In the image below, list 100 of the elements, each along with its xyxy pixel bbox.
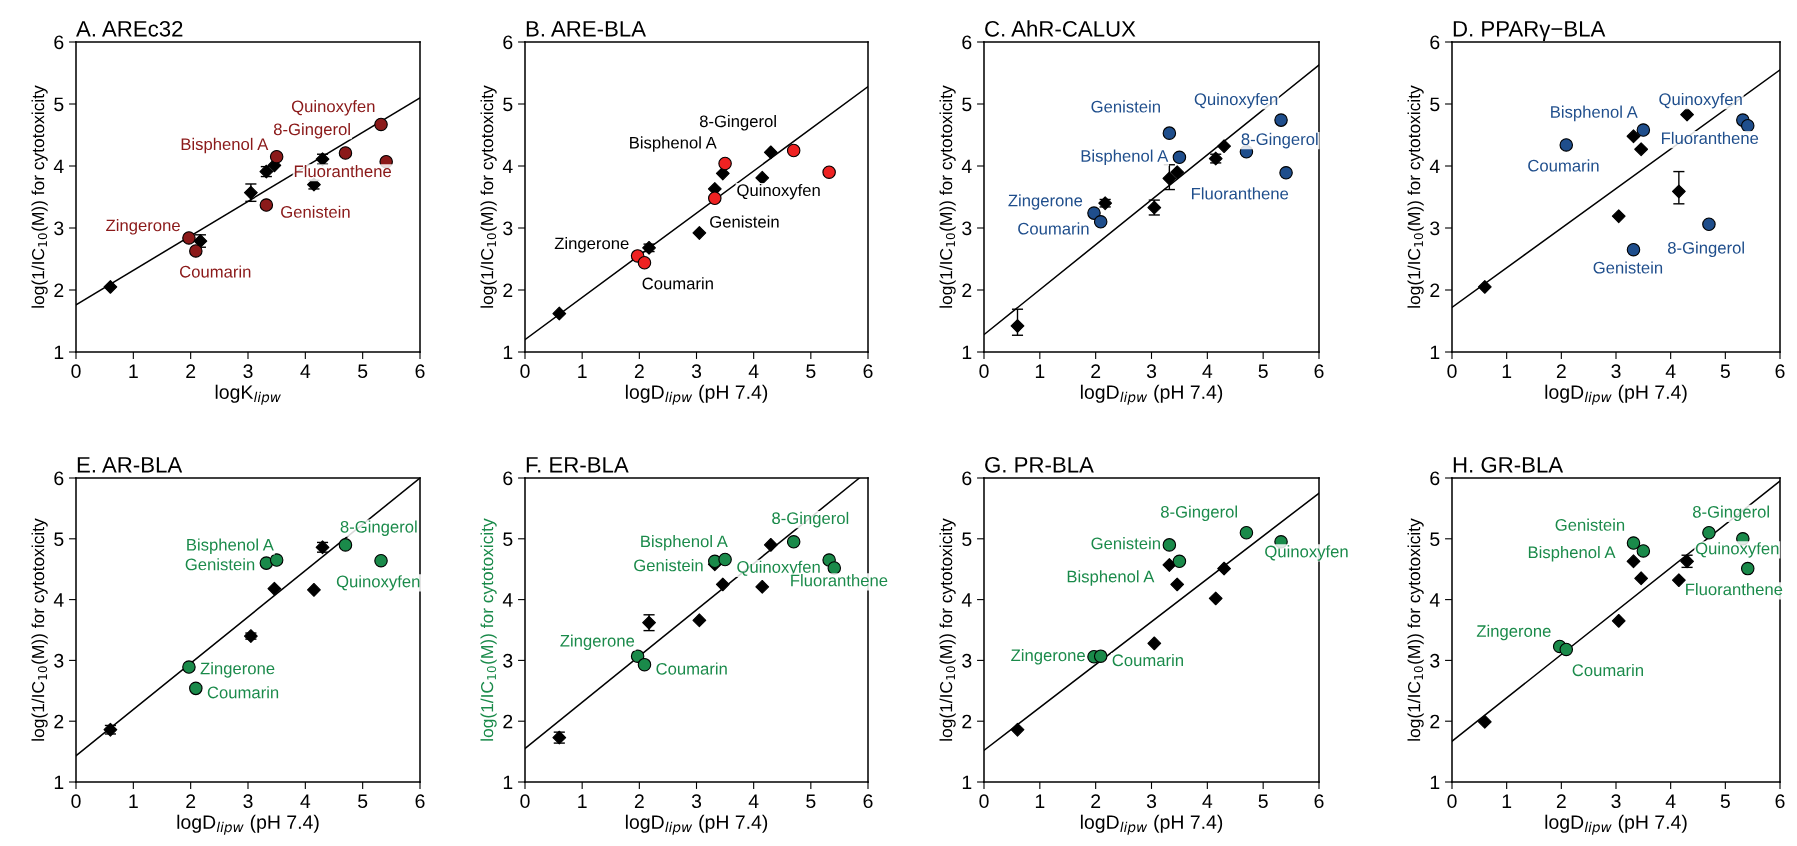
x-tick-label: 3 bbox=[1146, 794, 1157, 809]
y-tick-label: 5 bbox=[503, 532, 513, 547]
point bbox=[1162, 558, 1177, 572]
y-tick-label: 6 bbox=[503, 471, 513, 486]
point bbox=[1626, 129, 1641, 144]
chart-title: G. PR-BLA bbox=[985, 456, 1094, 473]
annotation: 8-Gingerol bbox=[340, 520, 417, 536]
point bbox=[637, 255, 652, 270]
annotation: Zingerone bbox=[1008, 194, 1083, 210]
x-tick-label: 1 bbox=[578, 364, 587, 378]
x-tick-label: 2 bbox=[186, 364, 196, 378]
y-tick-label: 2 bbox=[962, 714, 972, 729]
point bbox=[269, 149, 284, 164]
x-tick-label: 0 bbox=[979, 364, 989, 379]
point bbox=[1162, 171, 1177, 186]
y-tick-label: 2 bbox=[1430, 283, 1440, 298]
point bbox=[1217, 139, 1232, 154]
x-tick-label: 3 bbox=[1611, 794, 1621, 809]
y-tick-label: 4 bbox=[502, 159, 513, 174]
y-tick-label: 1 bbox=[503, 345, 513, 360]
annotation: Fluoranthene bbox=[294, 165, 391, 178]
annotation: Zingerone bbox=[560, 634, 635, 651]
point bbox=[552, 306, 567, 321]
y-tick-label: 5 bbox=[54, 532, 64, 547]
point bbox=[374, 117, 388, 132]
point bbox=[1147, 636, 1162, 651]
point bbox=[1559, 642, 1574, 657]
annotation: Genistein bbox=[710, 215, 779, 228]
y-axis-title: log(1/IC$_{10}$(M)) for cytotoxicity bbox=[31, 518, 48, 741]
x-tick-label: 4 bbox=[300, 794, 311, 808]
annotation: 8-Gingerol bbox=[1241, 132, 1318, 149]
x-tick-label: 3 bbox=[1611, 364, 1621, 379]
annotation: Quinoxyfen bbox=[291, 100, 375, 116]
annotation: Genistein bbox=[185, 558, 255, 571]
y-tick-label: 5 bbox=[962, 532, 972, 547]
annotation: Bisphenol A bbox=[1528, 545, 1616, 562]
point bbox=[755, 170, 770, 185]
annotation: Zingerone bbox=[200, 662, 275, 678]
y-tick-label: 6 bbox=[962, 35, 972, 50]
x-tick-label: 6 bbox=[415, 364, 425, 379]
y-tick-label: 1 bbox=[962, 345, 972, 360]
y-tick-label: 5 bbox=[503, 97, 513, 112]
x-tick-label: 1 bbox=[1502, 794, 1512, 808]
annotation: Coumarin bbox=[1572, 663, 1643, 677]
x-tick-label: 0 bbox=[71, 364, 81, 379]
point bbox=[1626, 536, 1641, 550]
y-tick-label: 1 bbox=[1430, 345, 1440, 360]
x-tick-label: 0 bbox=[71, 794, 81, 809]
y-tick-label: 4 bbox=[502, 593, 513, 607]
point bbox=[763, 537, 778, 552]
point bbox=[1702, 525, 1716, 540]
x-tick-label: 4 bbox=[1202, 794, 1213, 808]
annotation: Fluoranthene bbox=[1191, 187, 1289, 200]
x-tick-label: 5 bbox=[1258, 364, 1268, 379]
annotation: Zingerone bbox=[1011, 648, 1085, 665]
x-tick-label: 5 bbox=[1720, 364, 1730, 379]
point bbox=[1634, 571, 1649, 586]
x-tick-label: 2 bbox=[634, 364, 644, 378]
point bbox=[1611, 613, 1626, 628]
y-tick-label: 2 bbox=[54, 283, 64, 298]
y-axis-title: log(1/IC$_{10}$(M)) for cytotoxicity bbox=[480, 85, 497, 308]
annotation: Bisphenol A bbox=[630, 136, 717, 152]
y-axis-title: log(1/IC$_{10}$(M)) for cytotoxicity bbox=[480, 518, 497, 741]
point bbox=[189, 681, 203, 696]
point bbox=[1010, 722, 1025, 737]
annotation: 8-Gingerol bbox=[1161, 505, 1237, 522]
x-tick-label: 4 bbox=[748, 364, 759, 378]
annotation: Genistein bbox=[1091, 100, 1160, 113]
x-tick-label: 3 bbox=[243, 364, 253, 379]
y-tick-label: 4 bbox=[53, 593, 64, 607]
point bbox=[338, 146, 353, 160]
point bbox=[692, 226, 707, 240]
y-tick-label: 3 bbox=[54, 653, 64, 668]
x-tick-label: 4 bbox=[748, 794, 759, 808]
y-tick-label: 1 bbox=[1430, 775, 1440, 790]
annotation: 8-Gingerol bbox=[699, 114, 776, 131]
y-axis-title: log(1/IC$_{10}$(M)) for cytotoxicity bbox=[31, 85, 48, 308]
x-tick-label: 0 bbox=[520, 794, 530, 809]
point bbox=[1279, 166, 1293, 180]
point bbox=[708, 191, 722, 206]
y-tick-label: 6 bbox=[503, 35, 513, 50]
x-axis-title: logD$_{lipw}$ (pH 7.4) bbox=[177, 814, 319, 835]
annotation: Quinoxyfen bbox=[336, 575, 420, 591]
annotation: Genistein bbox=[281, 205, 350, 218]
x-tick-label: 4 bbox=[300, 364, 311, 378]
x-tick-label: 4 bbox=[1665, 364, 1676, 378]
annotation: Coumarin bbox=[1112, 653, 1183, 667]
point bbox=[718, 156, 732, 171]
x-tick-label: 2 bbox=[1091, 794, 1101, 808]
annotation: Bisphenol A bbox=[181, 137, 269, 154]
point bbox=[1671, 184, 1686, 199]
point bbox=[1634, 142, 1649, 157]
point bbox=[1010, 319, 1025, 333]
y-tick-label: 6 bbox=[962, 471, 972, 486]
x-tick-label: 5 bbox=[358, 794, 368, 809]
point bbox=[1477, 279, 1492, 294]
annotation: Genistein bbox=[1593, 261, 1663, 274]
point bbox=[1702, 217, 1716, 232]
x-tick-label: 3 bbox=[243, 794, 253, 809]
x-tick-label: 0 bbox=[1447, 364, 1457, 379]
